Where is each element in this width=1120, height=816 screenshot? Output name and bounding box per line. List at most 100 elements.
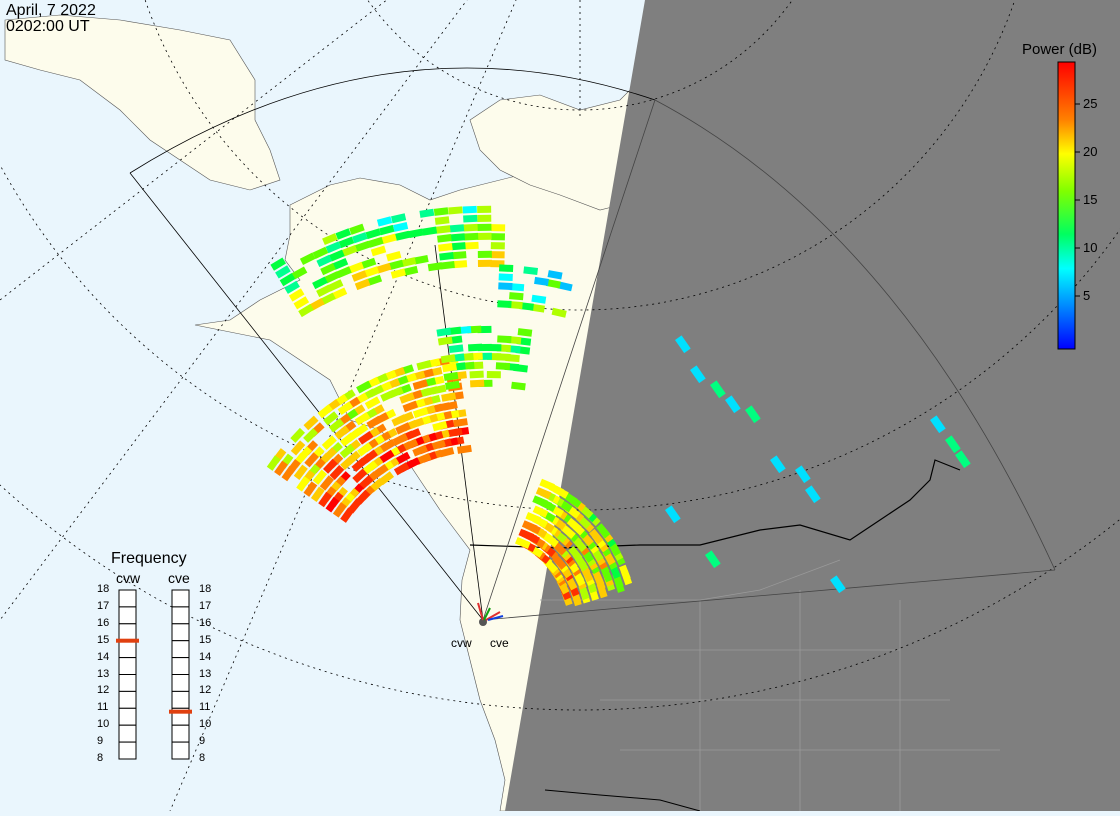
echo-cell [416,359,432,371]
echo-cell [534,276,549,286]
frequency-scale-label: 16 [97,616,110,629]
frequency-cell [118,741,137,760]
echo-cell [463,223,478,232]
date-label: April, 7 2022 [6,2,96,19]
frequency-scale-label: 10 [199,718,212,731]
echo-cell [288,288,305,302]
echo-cell [368,236,384,248]
echo-cell [412,379,429,391]
echo-cell [412,444,428,457]
gauge-label-cve: cve [168,570,190,586]
echo-cell [321,435,337,451]
echo-cell [354,411,371,426]
echo-cell [745,405,761,424]
night-terminator [505,0,1120,811]
echo-cell [477,214,492,222]
echo-cell [358,475,374,490]
echo-cell [310,486,325,503]
echo-cell [523,266,539,275]
echo-cell [293,296,310,310]
echo-cell [448,206,463,215]
frequency-cell [118,690,137,709]
echo-cell [357,430,374,445]
political-borders [540,559,1000,811]
echo-cell [704,550,721,569]
echo-cell [530,303,545,313]
echo-cell [664,505,681,524]
echo-cell [351,270,368,282]
echo-cell [432,420,448,432]
echo-cell [525,512,542,524]
colorbar-ticks [1075,103,1080,297]
echo-cell [331,287,348,300]
echo-cell [539,478,555,491]
echo-cell [710,380,726,399]
echo-cell [490,233,505,241]
echo-cell [445,380,460,390]
echo-cell [438,243,453,252]
echo-cell [433,207,449,216]
frequency-cell [171,589,190,608]
colorbar-tick-label: 20 [1083,144,1098,159]
site-label-cve: cve [490,636,509,650]
echo-cell [348,261,364,274]
echo-cell [427,262,443,272]
echo-cell [349,223,365,235]
power-colorbar [1057,61,1076,350]
echo-cell [322,458,338,474]
echo-cell [518,528,535,541]
echo-cell [509,292,524,301]
echo-cell [284,280,300,294]
echo-cell [462,205,477,214]
echo-cell [366,415,383,429]
echo-cell [378,449,395,464]
echo-cell [415,453,432,465]
echo-cell [303,428,318,443]
echo-cell [532,495,548,508]
echo-cell [322,233,338,246]
echo-cell [391,213,407,224]
echo-cell [319,475,335,491]
echo-cell [930,415,946,434]
echo-cell [532,505,549,518]
echo-cell [395,230,411,241]
echo-cell [498,264,514,273]
frequency-cell [118,674,137,692]
echo-cell [337,401,354,416]
echo-cell [390,268,407,279]
echo-cell [495,362,511,370]
echo-cell [376,216,393,227]
echo-cell [312,276,328,290]
echo-cell [452,260,468,269]
echo-cell [408,228,424,238]
echo-cell [329,249,345,262]
echo-cell [303,481,318,497]
echo-cell [379,224,395,236]
echo-cell [517,328,533,337]
echo-cell [320,292,336,306]
echo-cell [335,228,352,240]
echo-cell [316,254,333,268]
frequency-cell [118,589,137,608]
frequency-scale-label: 10 [97,718,110,731]
frequency-scale-label: 13 [199,667,212,680]
echo-cell [393,462,410,476]
frequency-scale-label: 9 [199,735,206,748]
frequency-scale-label: 14 [97,650,110,663]
echo-cell [327,279,344,292]
echo-cell [316,284,332,298]
frequency-scale-label: 8 [199,752,206,764]
echo-cell [437,234,452,243]
echo-cell [491,224,506,232]
field-of-view-cve [482,99,1056,621]
echo-cell [336,266,352,279]
echo-cell [329,465,345,481]
echo-cell [290,427,305,443]
echo-cell [514,537,531,549]
echo-cell [449,224,465,233]
echo-cell [320,263,336,276]
echo-cell [509,283,525,292]
echo-cell [388,259,404,271]
echo-cell [293,464,308,480]
